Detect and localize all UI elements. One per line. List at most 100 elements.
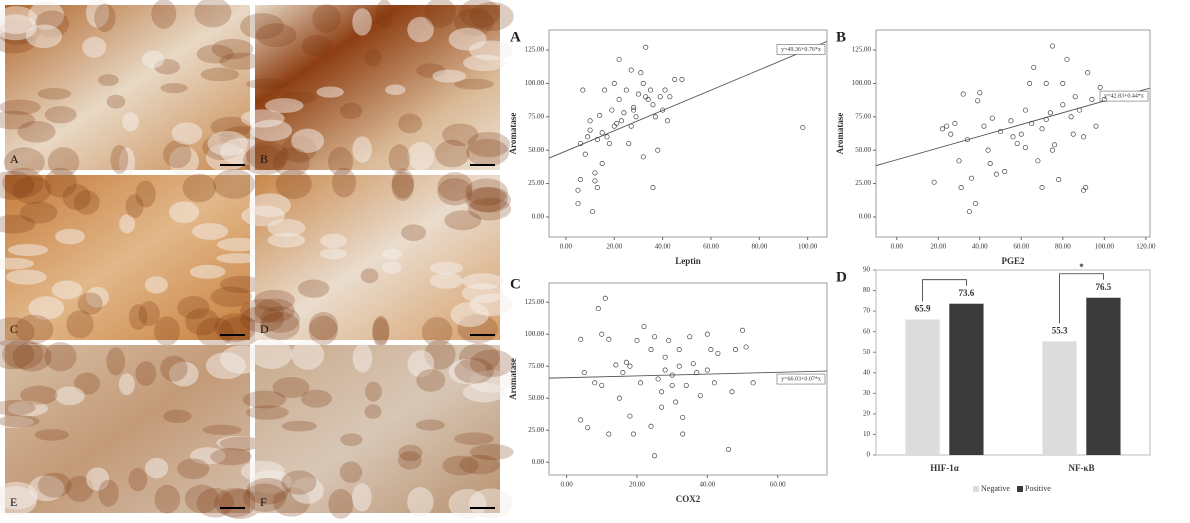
- x-tick-label: 40.00: [972, 243, 988, 251]
- point: [1029, 120, 1035, 127]
- tissue-texture: [85, 0, 110, 28]
- tissue-texture: [119, 147, 135, 178]
- tissue-texture: [177, 458, 210, 480]
- bar: [949, 303, 984, 455]
- point: [948, 131, 954, 137]
- legend-label: Positive: [1025, 484, 1051, 493]
- point: [1043, 80, 1049, 86]
- tissue-texture: [240, 13, 285, 40]
- y-tick-label: 90: [863, 266, 871, 274]
- point: [708, 347, 714, 353]
- x-tick-label: HIF-1α: [930, 463, 959, 473]
- tissue-texture: [210, 447, 252, 466]
- point: [623, 87, 629, 93]
- tissue-texture: [86, 467, 110, 491]
- tissue-texture: [267, 232, 306, 248]
- fit-label-box: [1099, 90, 1149, 102]
- tissue-texture: [37, 472, 72, 498]
- fit-label: y=42.83+0.44*x: [1104, 93, 1144, 99]
- point: [597, 112, 603, 119]
- fit-label-box: [776, 373, 826, 385]
- tissue-texture: [463, 54, 506, 72]
- tissue-texture: [437, 172, 473, 202]
- point: [1056, 177, 1062, 183]
- point: [989, 115, 995, 121]
- tissue-texture: [242, 483, 287, 512]
- point: [620, 370, 626, 376]
- tissue-texture: [5, 269, 47, 285]
- data-label: 76.5: [1096, 282, 1112, 292]
- tissue-texture: [240, 306, 285, 333]
- fit-label: y=66.03+0.07*x: [781, 376, 821, 382]
- point: [630, 431, 637, 437]
- point: [634, 338, 640, 344]
- point: [743, 344, 749, 350]
- point: [966, 209, 972, 215]
- point: [680, 414, 686, 420]
- point: [595, 306, 601, 312]
- tissue-texture: [184, 484, 220, 514]
- x-tick-label: 80.00: [751, 243, 767, 251]
- tissue-texture: [154, 484, 181, 514]
- point: [672, 76, 678, 82]
- fit-line: [549, 41, 827, 159]
- point: [673, 399, 679, 405]
- x-axis-title: COX2: [676, 494, 701, 504]
- tissue-texture: [54, 386, 85, 406]
- tissue-texture: [65, 475, 94, 502]
- point: [648, 347, 654, 353]
- point: [659, 404, 665, 410]
- tissue-texture: [250, 469, 293, 494]
- tissue-texture: [260, 311, 300, 341]
- point: [599, 160, 605, 167]
- tissue-texture: [260, 306, 300, 333]
- tissue-texture: [189, 264, 226, 279]
- point: [1060, 80, 1066, 86]
- tissue-texture: [421, 316, 453, 347]
- point: [609, 107, 615, 113]
- tissue-texture: [0, 400, 36, 416]
- tissue-texture: [202, 424, 242, 436]
- point: [660, 107, 666, 113]
- tissue-texture: [459, 454, 501, 475]
- point: [1027, 80, 1033, 86]
- point: [939, 126, 945, 132]
- point: [739, 327, 746, 333]
- tissue-texture: [163, 140, 192, 169]
- point: [704, 331, 710, 337]
- tissue-texture: [0, 170, 35, 200]
- tissue-texture: [44, 106, 77, 124]
- point: [652, 453, 658, 459]
- micrographs: A B C D E F: [0, 0, 514, 519]
- tissue-texture: [437, 178, 473, 206]
- tissue-texture: [388, 144, 411, 174]
- point: [662, 87, 668, 93]
- bracket: [922, 279, 967, 302]
- tissue-texture: [275, 169, 312, 200]
- point: [652, 114, 658, 120]
- tissue-texture: [190, 447, 226, 465]
- tissue-texture: [301, 389, 332, 408]
- point: [987, 160, 993, 167]
- point: [606, 336, 612, 342]
- point: [618, 118, 625, 124]
- tissue-texture: [94, 3, 116, 33]
- tissue-texture: [364, 404, 382, 419]
- data-label: 65.9: [915, 304, 931, 314]
- point: [633, 114, 639, 120]
- point: [1018, 131, 1024, 137]
- tissue-texture: [3, 147, 45, 178]
- fit-line: [549, 370, 827, 379]
- tissue-texture: [110, 144, 129, 175]
- point: [637, 380, 644, 386]
- point: [697, 393, 703, 399]
- y-axis-title: Aromatase: [835, 113, 845, 155]
- point: [1022, 144, 1029, 151]
- point: [975, 98, 981, 104]
- tissue-texture: [163, 409, 192, 424]
- micrograph-label: E: [10, 495, 17, 509]
- point: [968, 175, 975, 181]
- point: [627, 413, 633, 419]
- point: [594, 185, 600, 191]
